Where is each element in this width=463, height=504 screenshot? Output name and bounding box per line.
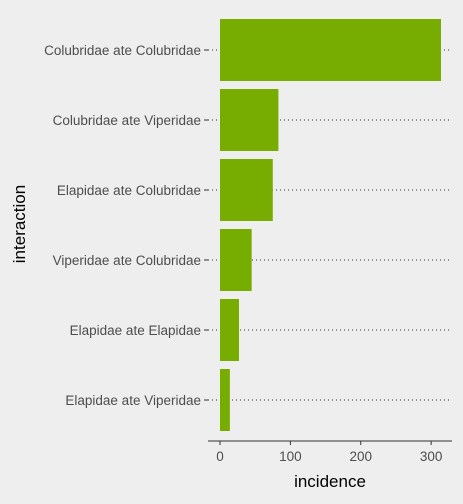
- y-axis: Colubridae ate Colubridae Colubridae ate …: [44, 43, 208, 408]
- x-tick-label: 300: [420, 449, 443, 464]
- x-axis: 0 100 200 300: [208, 440, 452, 464]
- x-tick-label: 100: [279, 449, 302, 464]
- y-tick-label: Elapidae ate Elapidae: [70, 323, 201, 338]
- bars: [220, 19, 441, 431]
- bar: [220, 369, 230, 431]
- y-axis-title: interaction: [10, 185, 29, 263]
- y-tick-label: Colubridae ate Viperidae: [53, 113, 201, 128]
- bar: [220, 299, 240, 361]
- y-tick-label: Elapidae ate Colubridae: [57, 183, 201, 198]
- x-axis-title: incidence: [294, 472, 366, 491]
- y-tick-label: Viperidae ate Colubridae: [53, 253, 201, 268]
- x-tick-label: 200: [349, 449, 372, 464]
- bar: [220, 19, 441, 81]
- x-tick-label: 0: [216, 449, 224, 464]
- y-tick-label: Colubridae ate Colubridae: [44, 43, 201, 58]
- bar: [220, 229, 252, 291]
- y-tick-label: Elapidae ate Viperidae: [65, 393, 201, 408]
- bar: [220, 89, 279, 151]
- bar: [220, 159, 273, 221]
